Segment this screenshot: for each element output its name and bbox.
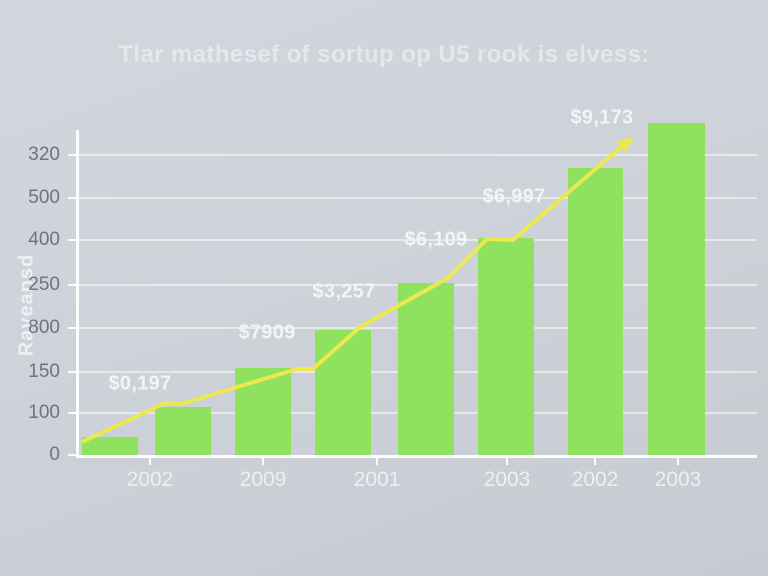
x-tick-label: 2003 [654,468,702,491]
x-tick-mark [506,457,508,465]
y-tick-label: 500 [28,187,60,208]
y-tick-mark [68,239,76,241]
data-label: $9,173 [570,106,634,129]
y-tick-mark [68,454,76,456]
data-label: $6,997 [482,185,546,208]
y-tick-label: 400 [28,229,60,250]
y-tick-mark [68,412,76,414]
bar [315,330,371,456]
y-tick-mark [68,197,76,199]
y-tick-mark [68,284,76,286]
arrowhead-icon [616,137,634,154]
y-axis-title: Raveansd [15,253,38,357]
bar [478,238,534,456]
bar [155,407,211,456]
bar [568,168,623,456]
x-tick-mark [677,457,679,465]
y-tick-mark [68,327,76,329]
bar [235,368,291,456]
data-label: $0,197 [108,372,172,395]
bar [82,437,138,456]
x-tick-mark [262,457,264,465]
x-tick-label: 2002 [571,468,619,491]
x-tick-mark [376,457,378,465]
x-tick-mark [594,457,596,465]
x-tick-mark [149,457,151,465]
y-axis-line [76,130,79,458]
bar [398,283,454,456]
x-tick-label: 2009 [239,468,287,491]
y-tick-mark [68,371,76,373]
x-tick-label: 2001 [353,468,401,491]
data-label: $6,109 [404,228,468,251]
y-tick-mark [68,154,76,156]
data-label: $3,257 [312,280,376,303]
y-tick-label: 320 [28,144,60,165]
y-tick-label: 100 [28,402,60,423]
y-tick-label: 150 [28,361,60,382]
y-tick-label: 250 [28,274,60,295]
y-tick-label: 0 [49,444,60,465]
y-tick-label: 800 [28,317,60,338]
x-axis-line [76,455,757,458]
x-tick-label: 2002 [126,468,174,491]
bar [648,123,705,456]
data-label: $7909 [238,321,296,344]
x-tick-label: 2003 [483,468,531,491]
chart-title: Tlar mathesef of sortup op U5 rook is el… [118,41,650,68]
